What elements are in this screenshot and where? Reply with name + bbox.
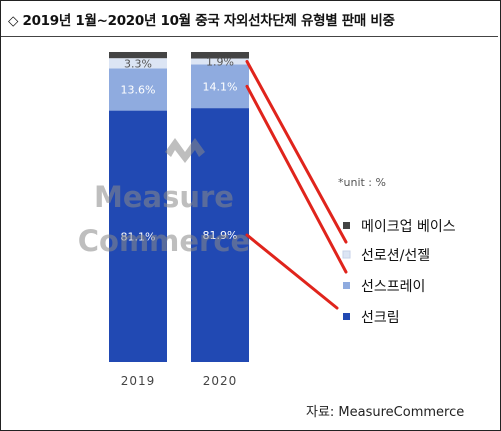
bar-2020-선스프레이 bbox=[191, 64, 249, 109]
data-label-2019-선스프레이: 13.6% bbox=[121, 84, 156, 97]
x-tick-labels-group: 2019 2020 bbox=[121, 374, 238, 388]
arrow-spray bbox=[245, 84, 348, 274]
legend-swatch-메이크업-베이스 bbox=[343, 222, 350, 229]
data-label-2020-선로션-선젤: 1.9% bbox=[206, 55, 234, 68]
legend-swatch-선스프레이 bbox=[343, 282, 350, 289]
bar-2020-메이크업-베이스 bbox=[191, 52, 249, 59]
annotation-arrows-group bbox=[245, 60, 348, 310]
bar-2019-선스프레이 bbox=[109, 68, 167, 111]
arrow-lotion-gel bbox=[245, 60, 348, 244]
bar-2019-선크림 bbox=[109, 110, 167, 362]
x-tick-2019: 2019 bbox=[121, 374, 156, 388]
legend-label-선로션-선젤: 선로션/선젤 bbox=[361, 248, 430, 264]
bar-2020-선로션-선젤 bbox=[191, 58, 249, 65]
segment-labels-group: 81.1% 13.6% 3.3% 81.9% 14.1% 1.9% bbox=[121, 55, 238, 243]
bar-2019-메이크업-베이스 bbox=[109, 52, 167, 59]
bar-2019-선로션-선젤 bbox=[109, 58, 167, 69]
legend-label-메이크업-베이스: 메이크업 베이스 bbox=[361, 219, 456, 235]
data-label-2020-선스프레이: 14.1% bbox=[203, 80, 238, 93]
watermark-text-line2: Commerce bbox=[78, 224, 250, 258]
watermark-logo: Measure Commerce bbox=[78, 138, 250, 258]
legend-label-선크림: 선크림 bbox=[361, 310, 400, 326]
data-label-2020-선크림: 81.9% bbox=[203, 229, 238, 242]
legend-label-선스프레이: 선스프레이 bbox=[361, 279, 425, 295]
data-label-2019-선크림: 81.1% bbox=[121, 230, 156, 243]
data-label-2019-선로션-선젤: 3.3% bbox=[124, 57, 152, 70]
legend-swatch-선로션-선젤 bbox=[342, 250, 351, 259]
watermark-text-line1: Measure bbox=[94, 180, 234, 214]
x-tick-2020: 2020 bbox=[203, 374, 238, 388]
arrow-cream bbox=[245, 233, 339, 310]
watermark-chevron bbox=[165, 138, 205, 163]
title-divider bbox=[1, 36, 498, 37]
source-note: 자료: MeasureCommerce bbox=[306, 405, 465, 420]
chart-title: ◇ 2019년 1월~2020년 10월 중국 자외선차단제 유형별 판매 비중 bbox=[8, 13, 395, 29]
legend-swatch-선크림 bbox=[343, 313, 350, 320]
unit-note: *unit : % bbox=[338, 176, 386, 189]
